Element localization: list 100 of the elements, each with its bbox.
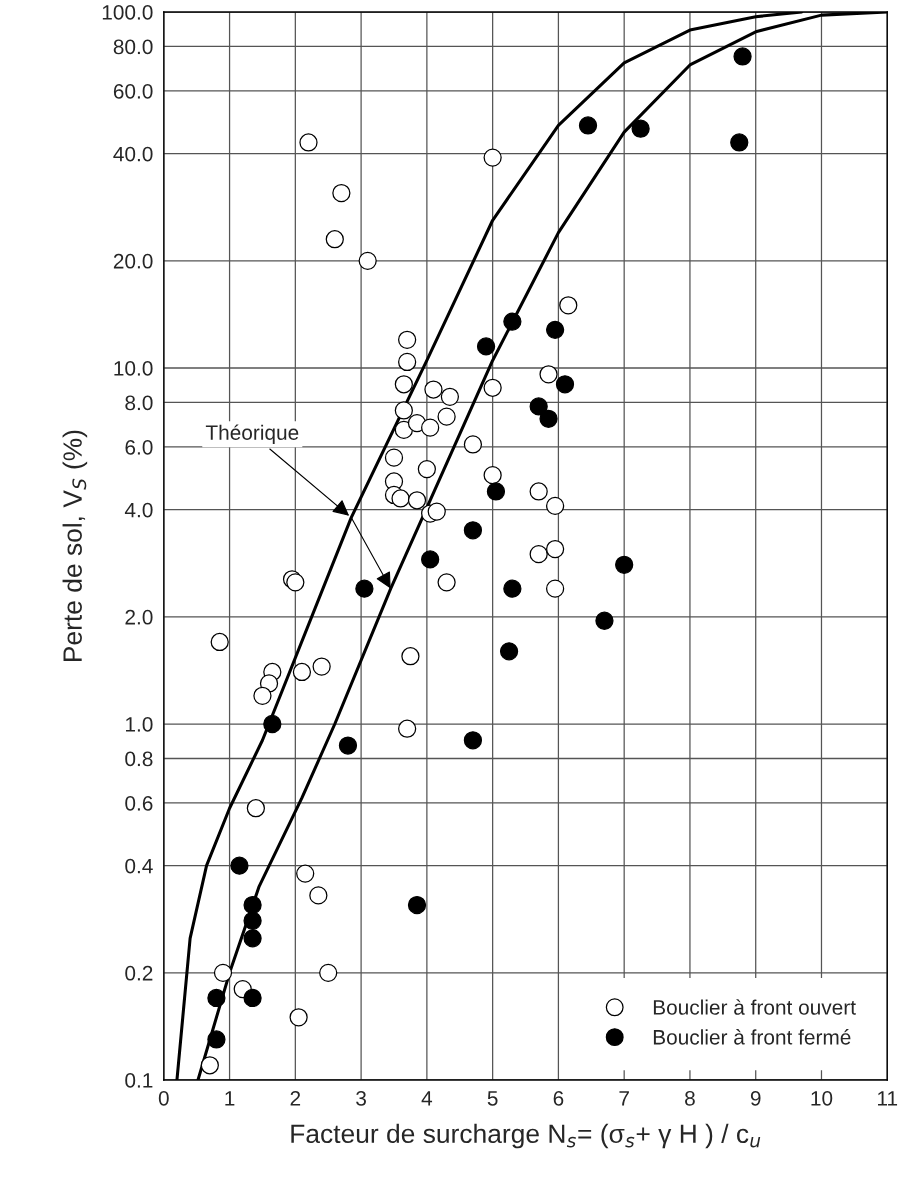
point bbox=[529, 397, 548, 416]
legend-label: Bouclier à front fermé bbox=[653, 1029, 851, 1045]
y-tick-label: 20.0 bbox=[113, 253, 153, 269]
point bbox=[437, 407, 456, 426]
annotation: Théorique bbox=[205, 424, 299, 445]
point bbox=[539, 365, 558, 384]
y-tick-label: 1.0 bbox=[126, 717, 153, 732]
point bbox=[503, 312, 522, 331]
point bbox=[210, 632, 229, 652]
point bbox=[338, 736, 358, 755]
point bbox=[309, 886, 328, 905]
y-axis-title: Perte de sol, V$_{S}$ (%) bbox=[62, 430, 88, 661]
y-tick-label: 10.0 bbox=[114, 361, 153, 376]
point bbox=[503, 579, 522, 598]
point bbox=[289, 1008, 308, 1027]
point bbox=[486, 482, 506, 501]
point bbox=[398, 330, 417, 349]
point bbox=[483, 378, 502, 397]
point bbox=[421, 418, 440, 437]
point bbox=[207, 988, 226, 1008]
point bbox=[401, 647, 420, 666]
x-tick-label: 7 bbox=[619, 1091, 629, 1106]
point bbox=[355, 579, 374, 598]
point bbox=[437, 573, 456, 592]
point bbox=[358, 251, 377, 270]
x-tick-label: 1 bbox=[225, 1091, 235, 1106]
point bbox=[424, 380, 443, 399]
point bbox=[499, 642, 519, 661]
y-tick-label: 6.0 bbox=[125, 439, 153, 455]
point bbox=[578, 116, 598, 135]
point bbox=[319, 963, 338, 982]
point bbox=[243, 911, 262, 930]
y-tick-label: 0.4 bbox=[125, 858, 153, 874]
point bbox=[398, 352, 417, 372]
point bbox=[555, 375, 575, 394]
point bbox=[421, 550, 440, 569]
point bbox=[483, 466, 502, 485]
point bbox=[559, 296, 578, 315]
point bbox=[312, 657, 331, 676]
point bbox=[263, 714, 282, 734]
x-tick-label: 9 bbox=[750, 1090, 761, 1106]
x-tick-label: 3 bbox=[356, 1090, 366, 1106]
point bbox=[595, 611, 614, 630]
point bbox=[200, 1056, 219, 1075]
point bbox=[733, 47, 752, 66]
point bbox=[463, 521, 483, 540]
point bbox=[230, 856, 249, 875]
point bbox=[246, 799, 266, 818]
point bbox=[615, 555, 634, 574]
legend-label: Bouclier à front ouvert bbox=[653, 999, 856, 1015]
point bbox=[296, 864, 315, 883]
x-tick-label: 2 bbox=[290, 1090, 301, 1106]
point bbox=[545, 496, 565, 515]
point bbox=[440, 387, 460, 406]
x-tick-label: 8 bbox=[685, 1090, 695, 1106]
point bbox=[545, 579, 565, 598]
point bbox=[407, 491, 427, 510]
x-tick-label: 6 bbox=[553, 1090, 564, 1106]
point bbox=[730, 133, 749, 152]
point bbox=[631, 119, 650, 138]
point bbox=[545, 320, 565, 339]
point bbox=[407, 895, 427, 915]
y-tick-label: 100.0 bbox=[102, 5, 153, 20]
point bbox=[243, 895, 262, 915]
point bbox=[207, 1030, 226, 1049]
y-tick-label: 0.2 bbox=[125, 965, 153, 981]
point bbox=[417, 459, 437, 479]
point bbox=[299, 133, 318, 152]
point bbox=[332, 183, 351, 203]
point bbox=[286, 573, 305, 592]
y-tick-label: 2.0 bbox=[125, 609, 153, 625]
point bbox=[325, 230, 344, 249]
y-tick-label: 8.0 bbox=[125, 395, 153, 411]
point bbox=[476, 337, 496, 356]
y-tick-label: 60.0 bbox=[113, 83, 153, 99]
y-tick-label: 40.0 bbox=[113, 146, 153, 162]
point bbox=[529, 482, 548, 501]
x-tick-label: 0 bbox=[158, 1090, 169, 1106]
y-tick-label: 0.1 bbox=[125, 1073, 153, 1088]
point bbox=[539, 409, 558, 428]
point bbox=[391, 489, 410, 508]
point bbox=[384, 448, 404, 467]
point bbox=[253, 686, 272, 705]
point bbox=[394, 375, 413, 394]
point bbox=[243, 929, 262, 948]
point bbox=[243, 988, 262, 1008]
y-tick-label: 0.6 bbox=[125, 795, 153, 811]
y-tick-label: 0.8 bbox=[125, 751, 153, 767]
point bbox=[545, 539, 565, 559]
y-tick-label: 80.0 bbox=[113, 39, 153, 55]
x-axis-title: Facteur de surcharge N$_{s}$= (σ$_{s}$+ γ H ) / c$_{u}$ bbox=[291, 1123, 761, 1149]
point bbox=[463, 731, 483, 750]
point bbox=[529, 545, 548, 564]
point bbox=[483, 148, 502, 167]
point bbox=[213, 963, 233, 982]
point bbox=[394, 401, 413, 420]
x-tick-label: 10 bbox=[811, 1090, 833, 1106]
point bbox=[427, 502, 446, 521]
x-tick-label: 4 bbox=[421, 1091, 433, 1106]
point bbox=[292, 662, 312, 682]
